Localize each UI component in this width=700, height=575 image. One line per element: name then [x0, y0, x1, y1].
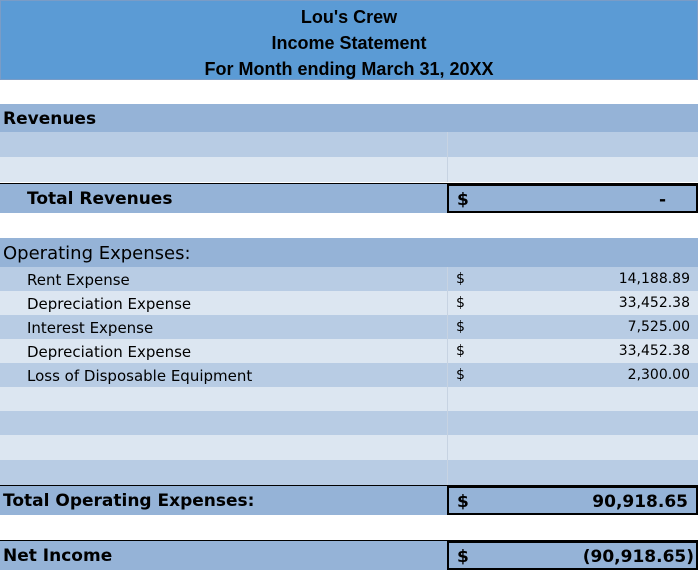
spacer-row — [0, 515, 698, 540]
spacer-row — [0, 213, 698, 238]
expense-blank-row — [0, 411, 698, 435]
expense-label: Loss of Disposable Equipment — [27, 367, 253, 385]
total-operating-expenses-label: Total Operating Expenses: — [3, 491, 255, 511]
revenues-section-label: Revenues — [3, 109, 97, 129]
currency-symbol: $ — [457, 547, 469, 567]
spacer-row — [0, 80, 698, 104]
total-operating-expenses-row: Total Operating Expenses: $ 90,918.65 — [0, 485, 698, 515]
operating-expenses-section-row: Operating Expenses: — [0, 238, 698, 267]
expense-blank-row — [0, 460, 698, 485]
net-income-cell: $ (90,918.65) — [447, 541, 698, 570]
expense-row: Loss of Disposable Equipment $ 2,300.00 — [0, 363, 698, 387]
net-income-value: (90,918.65) — [582, 547, 694, 567]
expense-row: Depreciation Expense $ 33,452.38 — [0, 291, 698, 315]
total-revenues-label: Total Revenues — [27, 189, 173, 209]
currency-symbol: $ — [456, 271, 465, 287]
currency-symbol: $ — [456, 367, 465, 383]
expense-value: 2,300.00 — [627, 367, 690, 383]
expense-blank-row — [0, 435, 698, 460]
expense-value: 33,452.38 — [618, 295, 690, 311]
expense-label: Depreciation Expense — [27, 343, 192, 361]
revenue-blank-row — [0, 132, 698, 157]
expense-row: Depreciation Expense $ 33,452.38 — [0, 339, 698, 363]
total-operating-expenses-value: 90,918.65 — [592, 492, 688, 512]
total-revenues-cell: $ - — [447, 184, 698, 213]
expense-value: 7,525.00 — [627, 319, 690, 335]
total-revenues-row: Total Revenues $ - — [0, 183, 698, 213]
total-revenues-value: - — [658, 190, 666, 210]
statement-period: For Month ending March 31, 20XX — [204, 59, 494, 79]
expense-label: Depreciation Expense — [27, 295, 192, 313]
statement-header: Lou's Crew Income Statement For Month en… — [0, 0, 698, 80]
currency-symbol: $ — [456, 343, 465, 359]
net-income-row: Net Income $ (90,918.65) — [0, 540, 698, 570]
expense-label: Rent Expense — [27, 271, 130, 289]
company-name: Lou's Crew — [300, 7, 398, 27]
net-income-label: Net Income — [3, 546, 113, 566]
expense-row: Interest Expense $ 7,525.00 — [0, 315, 698, 339]
expense-row: Rent Expense $ 14,188.89 — [0, 267, 698, 291]
currency-symbol: $ — [457, 492, 469, 512]
revenue-blank-row — [0, 157, 698, 182]
revenues-section-row: Revenues — [0, 104, 698, 132]
operating-expenses-section-label: Operating Expenses: — [3, 243, 191, 264]
currency-symbol: $ — [456, 295, 465, 311]
expense-label: Interest Expense — [27, 319, 154, 337]
currency-symbol: $ — [456, 319, 465, 335]
statement-title: Income Statement — [271, 33, 427, 53]
total-operating-expenses-cell: $ 90,918.65 — [447, 486, 698, 515]
expense-blank-row — [0, 387, 698, 411]
currency-symbol: $ — [457, 190, 469, 210]
expense-value: 14,188.89 — [618, 271, 690, 287]
expense-value: 33,452.38 — [618, 343, 690, 359]
